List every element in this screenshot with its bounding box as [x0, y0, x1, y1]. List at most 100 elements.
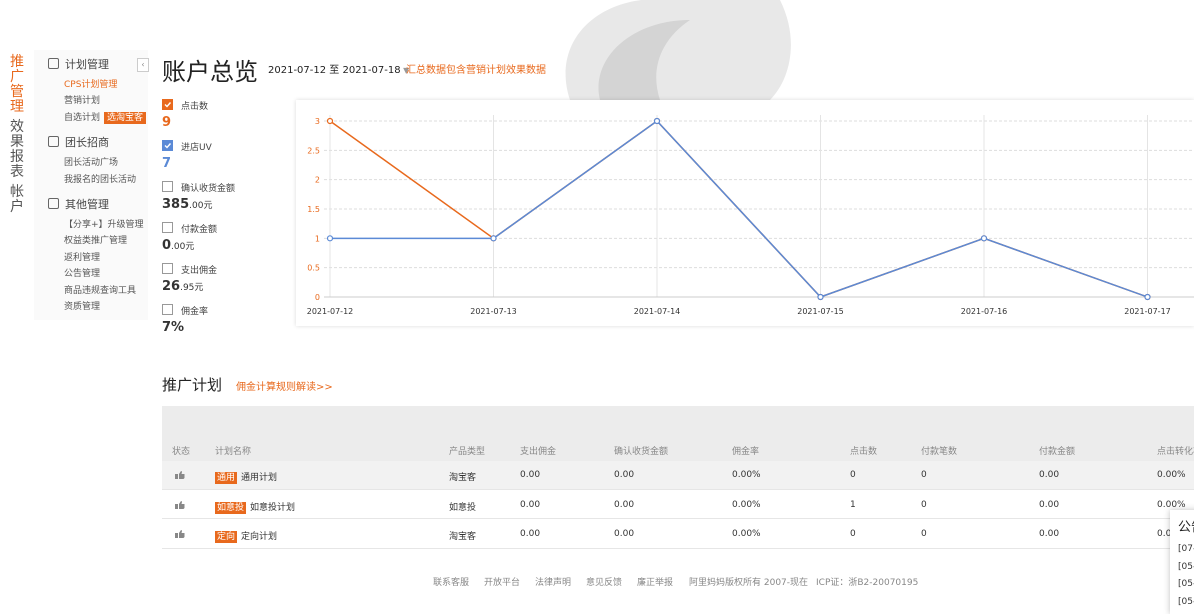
- x-tick-label: 2021-07-14: [634, 307, 681, 316]
- menu-item[interactable]: 我报名的团长活动: [64, 172, 136, 185]
- table-cell: 0.00: [614, 499, 635, 510]
- menu-badge: 选淘宝客: [104, 111, 147, 124]
- group-text: 其他管理: [65, 198, 109, 211]
- metric-label-text: 进店UV: [181, 143, 212, 153]
- menu-item[interactable]: 权益类推广管理: [64, 233, 127, 246]
- row-divider: [162, 489, 1194, 490]
- menu-item[interactable]: 返利管理: [64, 250, 100, 263]
- table-cell: 1: [850, 499, 856, 510]
- metric-value: 9: [162, 115, 171, 130]
- footer-link[interactable]: 阿里妈妈版权所有 2007-现在: [689, 578, 809, 588]
- notice-item[interactable]: [07-: [1178, 544, 1194, 554]
- menu-text: 我报名的团长活动: [64, 174, 137, 185]
- table-header: 佣金率: [732, 447, 760, 457]
- notice-panel[interactable]: 公告 [07- [05- [05- [05-: [1170, 510, 1194, 614]
- rule-link[interactable]: 佣金计算规则解读>>: [236, 382, 333, 393]
- footer-link[interactable]: 联系客服: [433, 578, 470, 588]
- status-icon[interactable]: [174, 500, 186, 513]
- data-point: [490, 235, 497, 242]
- menu-text: 商品违规查询工具: [64, 285, 137, 296]
- metric-toggle[interactable]: 佣金率: [162, 304, 208, 317]
- chart: 0 0.5 1 1.5 2 2.5 3 2021-07-12 2021-07-13 2021-07…: [307, 115, 1194, 316]
- metric-main-text: 0: [162, 238, 172, 253]
- metric-toggle[interactable]: 进店UV: [162, 140, 212, 153]
- notice-item[interactable]: [05-: [1178, 561, 1194, 572]
- nav-item[interactable]: 效果报表: [10, 119, 24, 180]
- x-tick-label: 2021-07-15: [797, 307, 844, 316]
- table-cell: 淘宝客: [449, 473, 477, 483]
- table-cell: 0.00: [520, 499, 541, 510]
- group-text: 计划管理: [65, 58, 109, 71]
- table-cell: 0.00: [614, 470, 635, 480]
- menu-text: 【分享+】升级管理: [64, 220, 144, 230]
- menu-item[interactable]: 自选计划 选淘宝客: [64, 110, 147, 124]
- y-tick-label: 2.5: [307, 146, 320, 155]
- metric-sub-text: .00元: [189, 201, 213, 211]
- date-text: 2021-07-12 至 2021-07-18: [268, 65, 401, 76]
- y-tick-label: 1.5: [307, 205, 320, 214]
- menu-item[interactable]: 营销计划: [64, 93, 100, 106]
- plan-name[interactable]: 如意投 如意投计划: [215, 500, 296, 514]
- metric-toggle[interactable]: 支出佣金: [162, 263, 217, 276]
- metric-value: 7: [162, 156, 171, 171]
- footer-link[interactable]: 廉正举报: [637, 578, 674, 588]
- collapse-button[interactable]: ‹: [137, 58, 149, 72]
- metric-main-text: 385: [162, 197, 190, 212]
- plan-name[interactable]: 定向 定向计划: [215, 529, 277, 543]
- metric-value: 385.00元: [162, 197, 212, 212]
- status-icon[interactable]: [174, 529, 186, 542]
- notice-item[interactable]: [05-: [1178, 579, 1194, 589]
- footer-link[interactable]: 意见反馈: [586, 578, 623, 588]
- date-range[interactable]: 2021-07-12 至 2021-07-18 ▼: [268, 65, 410, 76]
- metric-label-text: 佣金率: [181, 307, 209, 317]
- menu-item[interactable]: 团长活动广场: [64, 155, 118, 168]
- menu-text: 返利管理: [64, 252, 101, 263]
- y-tick-label: 0.5: [307, 264, 320, 273]
- status-icon[interactable]: [174, 470, 186, 483]
- table-cell: 0: [921, 529, 927, 539]
- table-cell: 如意投: [449, 502, 477, 513]
- table-cell: 0: [921, 470, 927, 480]
- menu-item[interactable]: 公告管理: [64, 266, 100, 279]
- checkbox: [162, 304, 173, 315]
- table-cell: 0.00: [520, 529, 541, 539]
- footer-link[interactable]: 开放平台: [484, 578, 521, 588]
- metric-toggle[interactable]: 付款金额: [162, 222, 217, 235]
- plan-name[interactable]: 通用 通用计划: [215, 470, 277, 484]
- y-tick-label: 0: [315, 293, 320, 302]
- table-header: 支出佣金: [520, 447, 557, 457]
- metric-toggle[interactable]: 点击数: [162, 99, 208, 112]
- nav-item[interactable]: 帐户: [10, 184, 24, 215]
- footer-link[interactable]: ICP证：浙B2-20070195: [816, 578, 919, 588]
- checkbox: [162, 140, 173, 151]
- checkbox: [162, 263, 173, 274]
- table-header: 点击数: [850, 447, 878, 457]
- plan-tag: 通用: [215, 472, 238, 484]
- notice-title: 公告: [1178, 520, 1194, 535]
- data-point: [980, 235, 988, 242]
- nav-item[interactable]: 推广管理: [10, 54, 24, 115]
- metric-label-text: 付款金额: [181, 225, 218, 235]
- plan-tag: 定向: [215, 531, 238, 543]
- menu-text: 营销计划: [64, 96, 101, 107]
- notice-item[interactable]: [05-: [1178, 596, 1194, 607]
- menu-item[interactable]: 资质管理: [64, 299, 100, 312]
- menu-item[interactable]: 商品违规查询工具: [64, 283, 136, 296]
- table-header: 状态: [172, 447, 191, 457]
- metric-value: 7%: [162, 320, 184, 335]
- menu-item[interactable]: CPS计划管理: [64, 77, 117, 90]
- x-tick-label: 2021-07-12: [307, 307, 354, 316]
- metric-toggle[interactable]: 确认收货金额: [162, 181, 235, 194]
- footer-link[interactable]: 法律声明: [535, 578, 572, 588]
- menu-item[interactable]: 【分享+】升级管理: [64, 217, 144, 230]
- plan-name-text: 如意投计划: [250, 502, 296, 513]
- x-tick-label: 2021-07-13: [470, 307, 517, 316]
- sidebar: 计划管理 CPS计划管理 营销计划 自选计划 选淘宝客 团长招商 团长活动广场 我报名的团长活…: [34, 50, 148, 320]
- table-cell: 0.00%: [1157, 470, 1186, 480]
- table-cell: 淘宝客: [449, 532, 477, 542]
- group-icon: [48, 136, 59, 148]
- menu-text: 资质管理: [64, 302, 101, 312]
- group-icon: [48, 58, 59, 69]
- table-cell: 0.00: [614, 529, 635, 539]
